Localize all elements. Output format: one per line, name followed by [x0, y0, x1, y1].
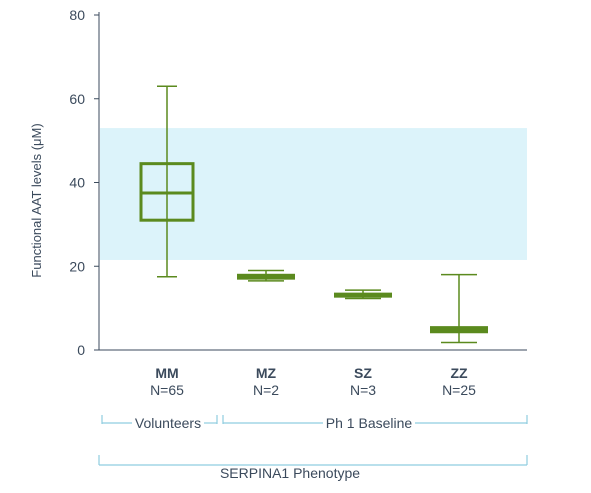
y-tick-label: 40	[69, 175, 85, 191]
y-axis-title: Functional AAT levels (μM)	[29, 123, 44, 277]
sample-size-label: N=25	[442, 382, 476, 398]
bracket-label: SERPINA1 Phenotype	[220, 465, 360, 481]
y-tick-label: 0	[77, 342, 85, 358]
sample-size-label: N=3	[350, 382, 376, 398]
category-label: MM	[155, 365, 178, 381]
category-label: ZZ	[450, 365, 468, 381]
sample-size-label: N=2	[253, 382, 279, 398]
box-iqr	[334, 292, 392, 298]
category-label: MZ	[256, 365, 277, 381]
y-tick-label: 20	[69, 258, 85, 274]
bracket-label: Ph 1 Baseline	[326, 415, 413, 431]
y-tick-label: 60	[69, 91, 85, 107]
category-label: SZ	[354, 365, 372, 381]
box-iqr	[237, 273, 295, 280]
sample-size-label: N=65	[150, 382, 184, 398]
bracket-label: Volunteers	[135, 415, 201, 431]
box-iqr	[430, 326, 488, 334]
y-tick-label: 80	[69, 7, 85, 23]
